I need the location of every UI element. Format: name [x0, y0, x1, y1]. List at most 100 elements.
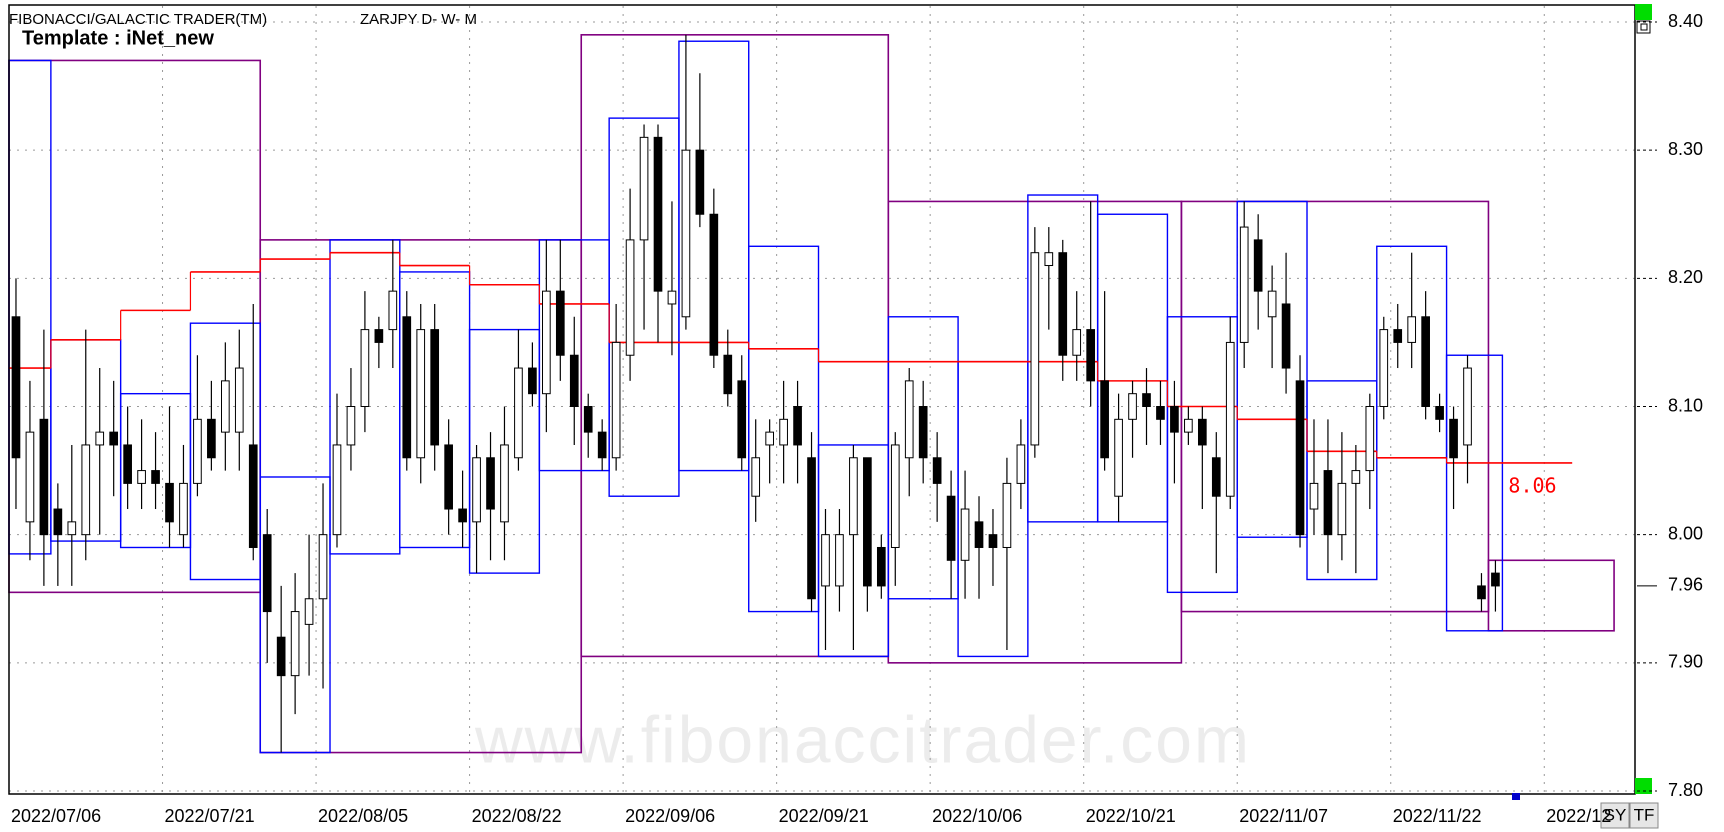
- button-label[interactable]: SY: [1604, 805, 1627, 824]
- y-tick-label: 8.40: [1668, 11, 1703, 31]
- candle-body: [430, 329, 440, 446]
- candle-body: [1463, 367, 1472, 446]
- y-tick-label: 8.30: [1668, 139, 1703, 159]
- x-tick-label: 2022/10/21: [1086, 806, 1176, 826]
- y-tick-label: 8.20: [1668, 267, 1703, 287]
- button-label[interactable]: TF: [1634, 805, 1655, 824]
- candle-body: [1393, 329, 1403, 343]
- candle-body: [1225, 341, 1235, 497]
- candle-body: [988, 534, 998, 548]
- watermark: www.fibonaccitrader.com: [474, 702, 1251, 776]
- x-tick-label: 2022/09/21: [779, 806, 869, 826]
- corner-icon-inner: [1640, 23, 1648, 31]
- candle-body: [890, 444, 900, 548]
- candle-body: [653, 136, 663, 292]
- candle-body: [932, 457, 942, 484]
- candle-body: [95, 431, 105, 446]
- candle-body: [974, 521, 984, 548]
- weekly-box: [259, 476, 331, 754]
- price-label: 7.96: [1668, 575, 1703, 595]
- candle-body: [639, 136, 649, 241]
- candle-body: [765, 431, 774, 446]
- candle-body: [1058, 252, 1068, 356]
- candle-body: [137, 470, 146, 484]
- candle-body: [304, 598, 314, 625]
- y-tick-label: 8.00: [1668, 523, 1703, 543]
- weekly-box: [1236, 200, 1308, 538]
- candle-body: [53, 508, 63, 536]
- chart-subtitle: ZARJPY D- W- M: [360, 11, 477, 28]
- candle-body: [779, 418, 788, 446]
- candle-body: [1239, 226, 1249, 343]
- corner-indicator: [1635, 4, 1652, 20]
- candle-body: [1337, 482, 1347, 536]
- candle-body: [332, 444, 342, 536]
- candle-body: [876, 546, 886, 587]
- weekly-box: [189, 322, 261, 581]
- candle-body: [416, 329, 426, 459]
- monthly-box: [1487, 559, 1615, 632]
- candle-body: [388, 290, 398, 331]
- candle-body: [918, 406, 928, 459]
- candle-body: [1030, 252, 1040, 446]
- candle-body: [569, 354, 579, 408]
- candle-body: [667, 290, 677, 305]
- y-tick-label: 8.10: [1668, 395, 1703, 415]
- candle-body: [1435, 406, 1444, 420]
- candle-body: [360, 329, 370, 408]
- x-tick-label: 2022/10/06: [932, 806, 1022, 826]
- candle-body: [11, 316, 21, 459]
- x-tick-label: 2022/08/05: [318, 806, 408, 826]
- x-tick-label: 2022/08/22: [472, 806, 562, 826]
- candle-body: [67, 521, 77, 536]
- candle-body: [1211, 457, 1221, 497]
- candle-body: [1156, 406, 1165, 420]
- candle-body: [458, 508, 467, 523]
- button[interactable]: [1629, 802, 1659, 829]
- candle-body: [1128, 393, 1137, 420]
- candle-body: [849, 457, 858, 536]
- candle-body: [402, 316, 412, 459]
- candle-body: [1309, 482, 1319, 510]
- x-tick-label: 2022/12: [1546, 806, 1611, 826]
- x-tick-label: 2022/11/22: [1393, 806, 1482, 826]
- candle-body: [374, 329, 384, 343]
- candle-body: [1100, 380, 1109, 459]
- candle-body: [695, 149, 705, 215]
- candle-body: [1491, 572, 1500, 587]
- candle-body: [151, 470, 160, 484]
- candle-body: [1184, 418, 1193, 433]
- candle-body: [262, 534, 272, 613]
- weekly-box: [1306, 380, 1378, 581]
- button[interactable]: [1600, 802, 1630, 829]
- candle-body: [1072, 329, 1082, 356]
- candle-body: [514, 367, 523, 459]
- candle-body: [220, 380, 230, 433]
- candle-body: [1477, 585, 1486, 600]
- candle-body: [863, 457, 872, 587]
- candle-body: [1323, 470, 1333, 536]
- candle-body: [960, 508, 970, 561]
- candle-body: [1002, 482, 1012, 548]
- candle-body: [709, 213, 719, 356]
- chart-title: FIBONACCI/GALACTIC TRADER(TM): [9, 11, 267, 28]
- candle-body: [81, 444, 91, 536]
- candle-body: [611, 341, 621, 459]
- candle-body: [1267, 290, 1277, 318]
- candle-body: [193, 418, 202, 484]
- candle-body: [1407, 316, 1417, 343]
- candle-body: [165, 482, 174, 523]
- candle-body: [597, 431, 607, 459]
- scroll-marker: [1512, 793, 1520, 800]
- candle-body: [835, 534, 844, 587]
- level-label: 8.06: [1508, 473, 1556, 497]
- x-tick-label: 2022/11/07: [1239, 806, 1328, 826]
- candle-body: [276, 636, 286, 677]
- candle-body: [234, 367, 244, 433]
- candle-body: [1170, 406, 1179, 433]
- weekly-box: [748, 245, 820, 613]
- corner-icon: [1636, 20, 1651, 34]
- candle-body: [486, 457, 495, 510]
- candle-body: [625, 239, 635, 356]
- y-tick-label: 7.90: [1668, 652, 1703, 672]
